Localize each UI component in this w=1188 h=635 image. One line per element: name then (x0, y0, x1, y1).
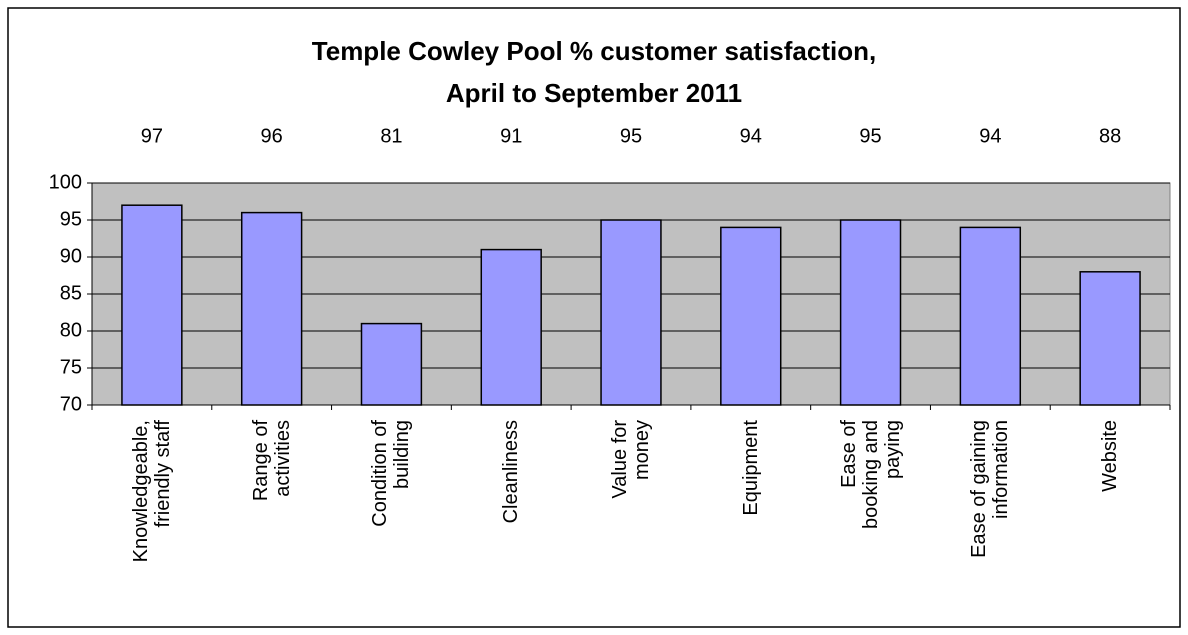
y-tick-label: 95 (60, 208, 82, 230)
bar (600, 219, 662, 406)
bar (121, 204, 183, 406)
value-label: 94 (740, 125, 762, 147)
bar (240, 211, 303, 406)
y-tick-label: 90 (60, 245, 82, 267)
x-tick-label: Ease of booking and paying (837, 420, 904, 529)
bar (720, 226, 782, 406)
x-tick-label: Equipment (739, 420, 762, 516)
x-tick-label: Value for money (609, 420, 653, 499)
x-tick-label: Condition of building (369, 420, 414, 527)
y-tick-label: 85 (60, 282, 82, 304)
value-label: 91 (500, 125, 522, 147)
value-label: 96 (261, 125, 283, 147)
value-label: 95 (620, 125, 642, 147)
bar (959, 226, 1022, 406)
y-tick-label: 75 (60, 356, 82, 378)
bar (839, 219, 902, 406)
x-tick-label: Ease of gaining information (968, 420, 1013, 558)
bar (480, 248, 542, 406)
value-label: 81 (380, 125, 402, 147)
value-label: 94 (979, 125, 1001, 147)
x-tick-label: Website (1099, 420, 1122, 492)
value-label: 88 (1099, 125, 1121, 147)
y-tick-label: 80 (60, 319, 82, 341)
x-tick-label: Range of activities (249, 420, 294, 502)
value-label: 95 (859, 125, 881, 147)
chart-title: Temple Cowley Pool % customer satisfacti… (311, 36, 877, 108)
bar (1079, 271, 1141, 406)
value-label: 97 (141, 125, 163, 147)
y-tick-label: 100 (49, 171, 82, 193)
y-tick-label: 70 (60, 393, 82, 415)
bar (360, 322, 423, 406)
x-tick-label: Cleanliness (500, 420, 523, 524)
x-tick-label: Knowledgeable, friendly staff (129, 420, 174, 563)
